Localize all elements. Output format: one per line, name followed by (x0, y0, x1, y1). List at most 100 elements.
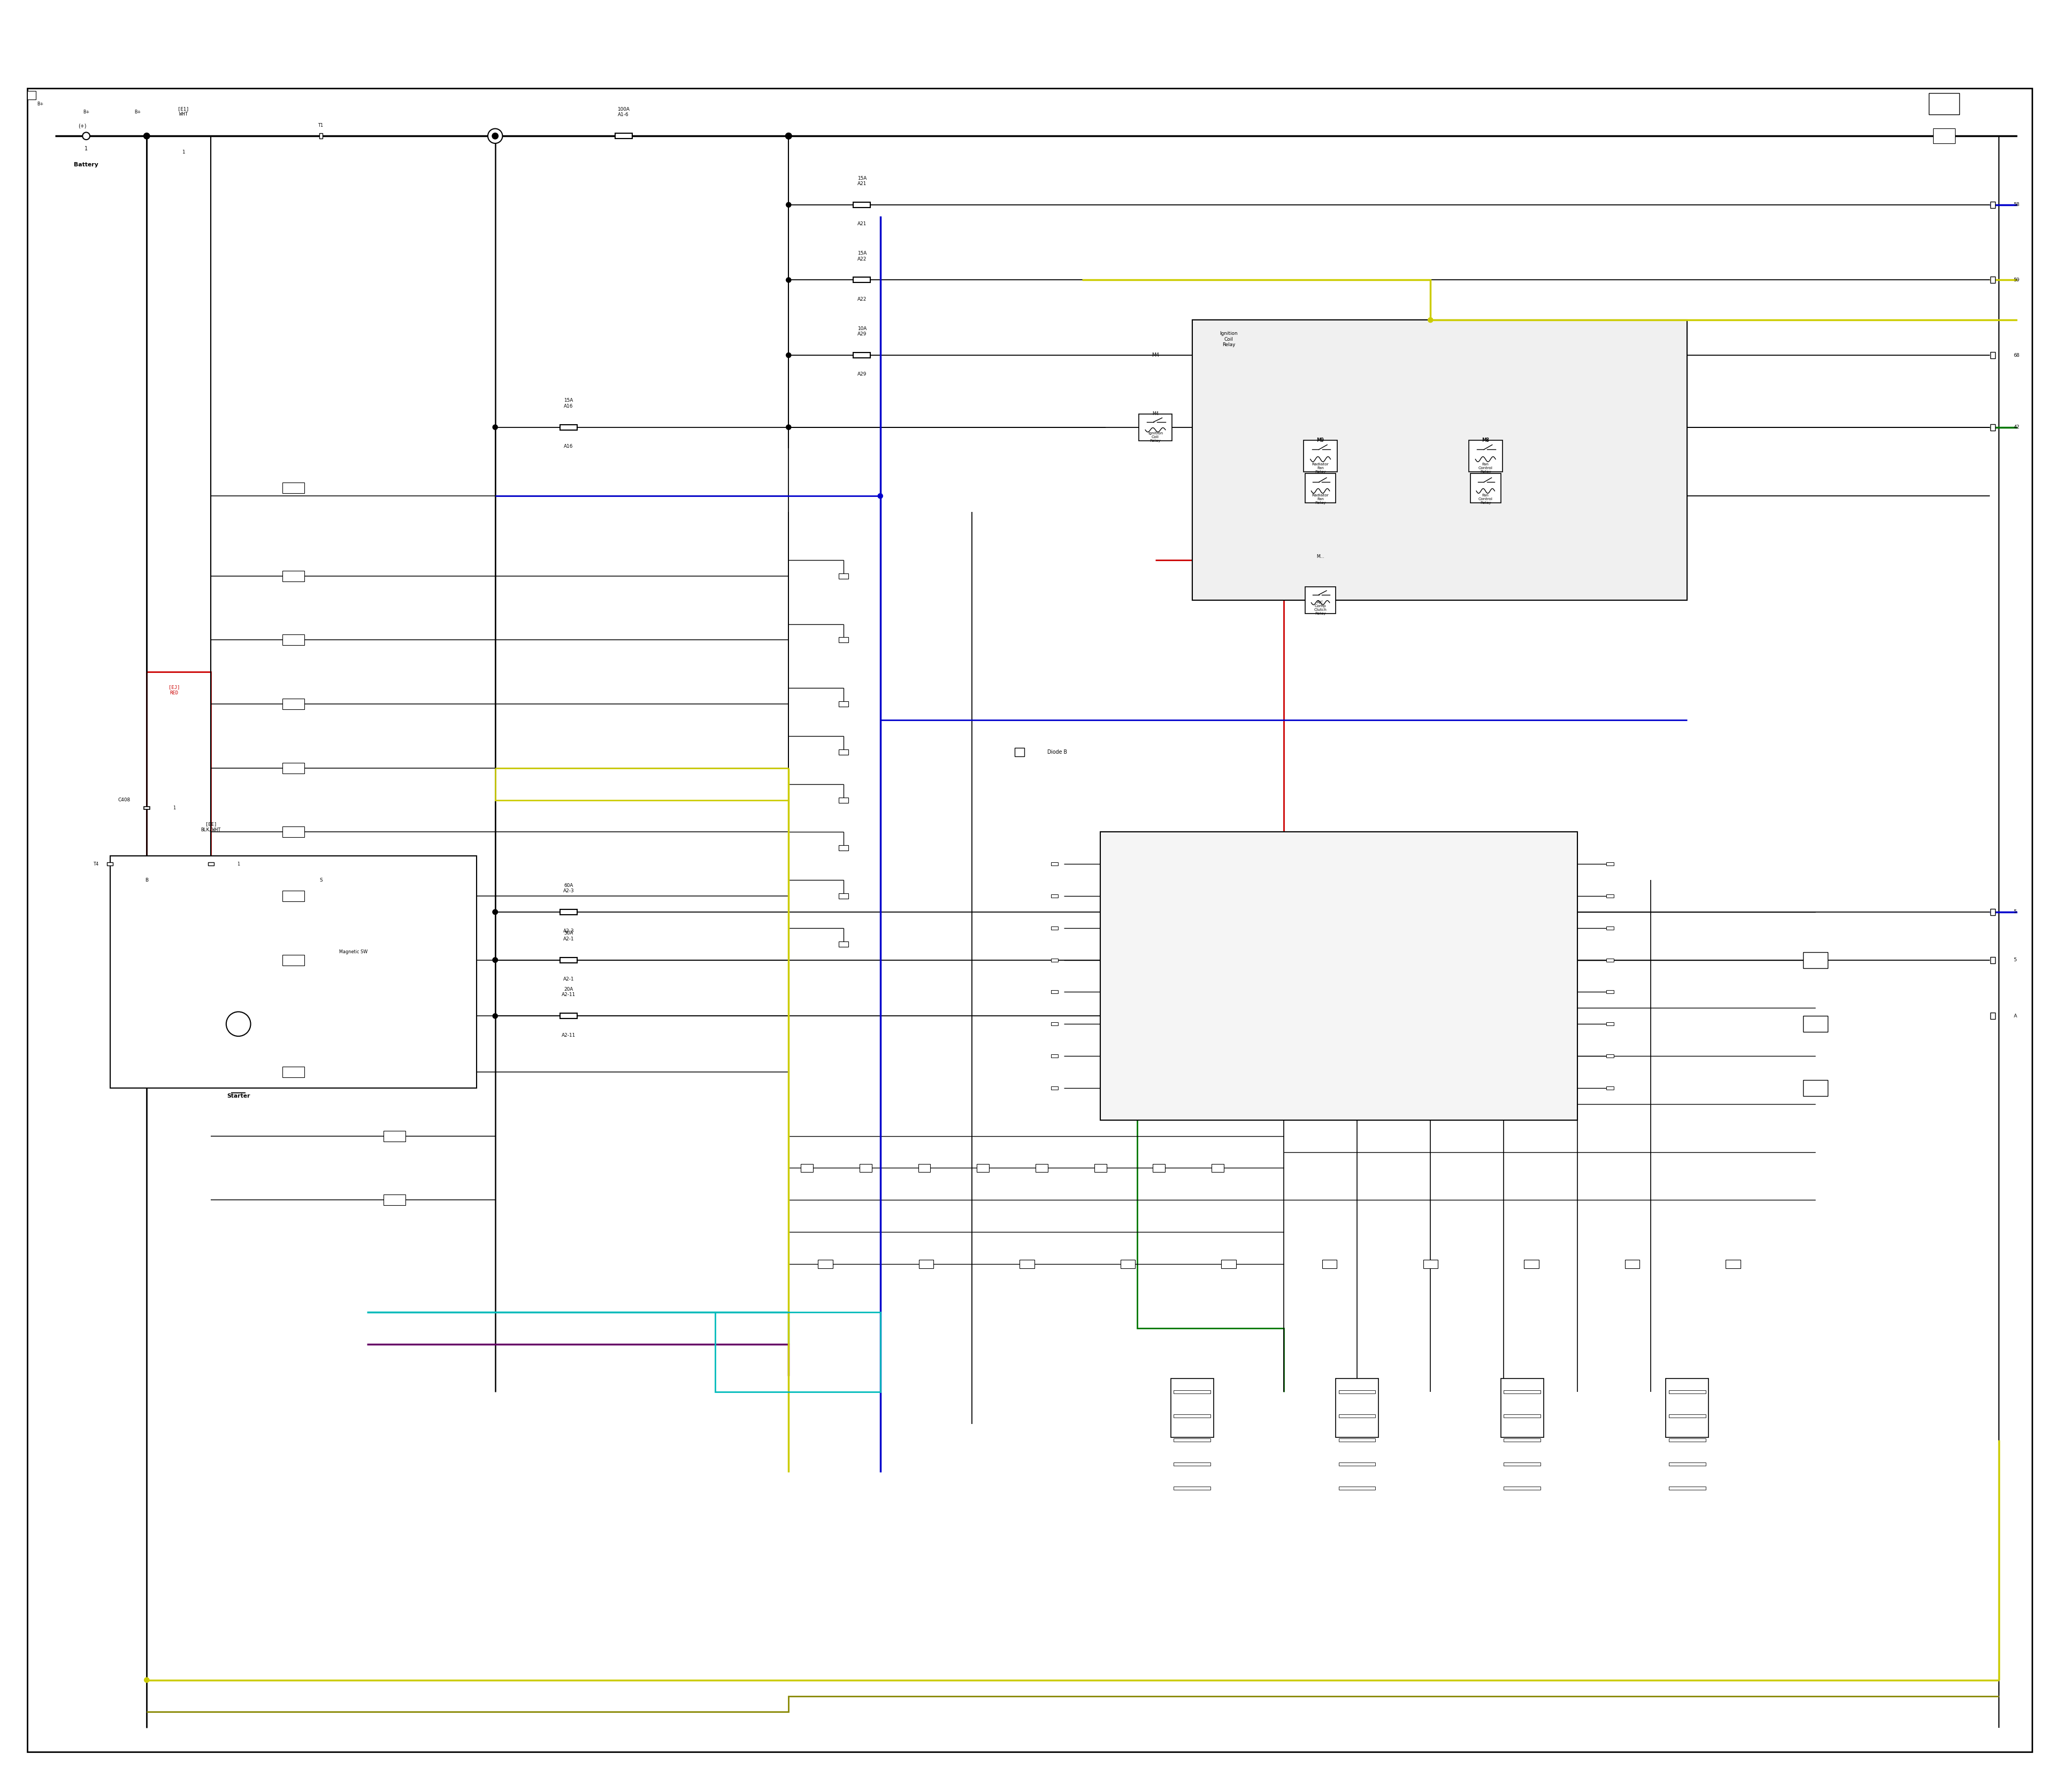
Bar (1101, 831, 1577, 1120)
Text: 1: 1 (183, 149, 185, 154)
Text: 50A
A2-1: 50A A2-1 (563, 932, 573, 941)
Bar (1173, 1391, 1210, 1394)
Bar (283, 570, 304, 581)
Circle shape (493, 957, 497, 962)
Bar (1504, 1439, 1540, 1441)
Bar (859, 1163, 871, 1172)
Text: Fan
Control
Relay: Fan Control Relay (1479, 493, 1493, 504)
Bar (801, 1163, 813, 1172)
Bar (852, 202, 871, 208)
Text: (+): (+) (78, 124, 86, 129)
Circle shape (787, 202, 791, 208)
Bar (1052, 959, 1058, 962)
Text: 42: 42 (2013, 425, 2019, 430)
Bar (1304, 586, 1335, 613)
Bar (838, 797, 848, 803)
Bar (283, 482, 304, 493)
Text: Radiator
Fan
Relay: Radiator Fan Relay (1313, 493, 1329, 504)
Bar (1052, 926, 1058, 930)
Bar (1339, 1462, 1376, 1466)
Bar (384, 1131, 405, 1142)
Bar (1052, 1054, 1058, 1057)
Bar (1990, 1012, 1994, 1020)
Circle shape (493, 1014, 497, 1018)
Text: 15A
A22: 15A A22 (857, 251, 867, 262)
Bar (838, 573, 848, 579)
Bar (1606, 862, 1614, 866)
Bar (1524, 1260, 1538, 1269)
Bar (561, 425, 577, 430)
Text: S: S (320, 878, 322, 882)
Bar (1990, 957, 1994, 964)
Bar (1052, 1086, 1058, 1090)
Bar (207, 862, 214, 866)
Text: 1: 1 (84, 147, 88, 152)
Text: [EJ]
RED: [EJ] RED (168, 685, 181, 695)
Bar (283, 699, 304, 710)
Text: M8: M8 (1483, 437, 1489, 443)
Bar (144, 806, 150, 810)
Bar (1666, 1378, 1709, 1437)
Bar (1606, 959, 1614, 962)
Bar (1803, 1081, 1828, 1097)
Text: Magnetic SW: Magnetic SW (339, 950, 368, 955)
Circle shape (493, 910, 497, 914)
Text: 20A
A2-11: 20A A2-11 (561, 987, 575, 998)
Bar (1304, 473, 1335, 504)
Text: T1: T1 (318, 124, 325, 127)
Text: M9: M9 (1317, 437, 1323, 443)
Bar (817, 1260, 832, 1269)
Bar (1339, 1391, 1376, 1394)
Text: M4: M4 (1152, 410, 1158, 416)
Bar (918, 1260, 933, 1269)
Text: A: A (2013, 1014, 2017, 1018)
Bar (384, 1195, 405, 1206)
Bar (1423, 1260, 1438, 1269)
Text: C408: C408 (117, 797, 129, 803)
Text: A2-1: A2-1 (563, 977, 573, 982)
Bar (1052, 991, 1058, 993)
Bar (838, 749, 848, 754)
Bar (1173, 1414, 1210, 1417)
Bar (838, 846, 848, 851)
Bar (1152, 1163, 1165, 1172)
Text: M: M (236, 1021, 240, 1027)
Circle shape (144, 133, 150, 140)
Circle shape (785, 133, 791, 140)
Circle shape (144, 1677, 150, 1683)
Text: 5: 5 (2013, 910, 2017, 914)
Bar (1668, 1391, 1705, 1394)
Circle shape (493, 910, 497, 914)
Text: 15A
A21: 15A A21 (857, 176, 867, 186)
Bar (1990, 202, 1994, 208)
Bar (1990, 909, 1994, 916)
Bar (1933, 129, 1955, 143)
Bar (838, 941, 848, 946)
Bar (107, 862, 113, 866)
Bar (1173, 1486, 1210, 1489)
Text: A/C
Comp
Clutch
Relay: A/C Comp Clutch Relay (1315, 600, 1327, 615)
Circle shape (1428, 317, 1434, 323)
Bar (715, 1312, 881, 1392)
Text: 59: 59 (2013, 278, 2019, 283)
Text: 58: 58 (2013, 202, 2019, 208)
Bar (283, 763, 304, 774)
Bar (1339, 1486, 1376, 1489)
Text: M4: M4 (1152, 353, 1158, 358)
Bar (1625, 1260, 1639, 1269)
Text: B+: B+ (37, 102, 43, 106)
Circle shape (877, 493, 883, 498)
Text: A16: A16 (565, 444, 573, 448)
Circle shape (787, 278, 791, 283)
Text: Battery: Battery (74, 161, 99, 167)
Bar (838, 638, 848, 643)
Circle shape (493, 957, 497, 962)
Bar (283, 955, 304, 966)
Bar (1606, 894, 1614, 898)
Text: B: B (146, 878, 148, 882)
Circle shape (787, 353, 791, 358)
Bar (838, 701, 848, 706)
Bar (283, 891, 304, 901)
Bar (1803, 1016, 1828, 1032)
Bar (852, 278, 871, 283)
